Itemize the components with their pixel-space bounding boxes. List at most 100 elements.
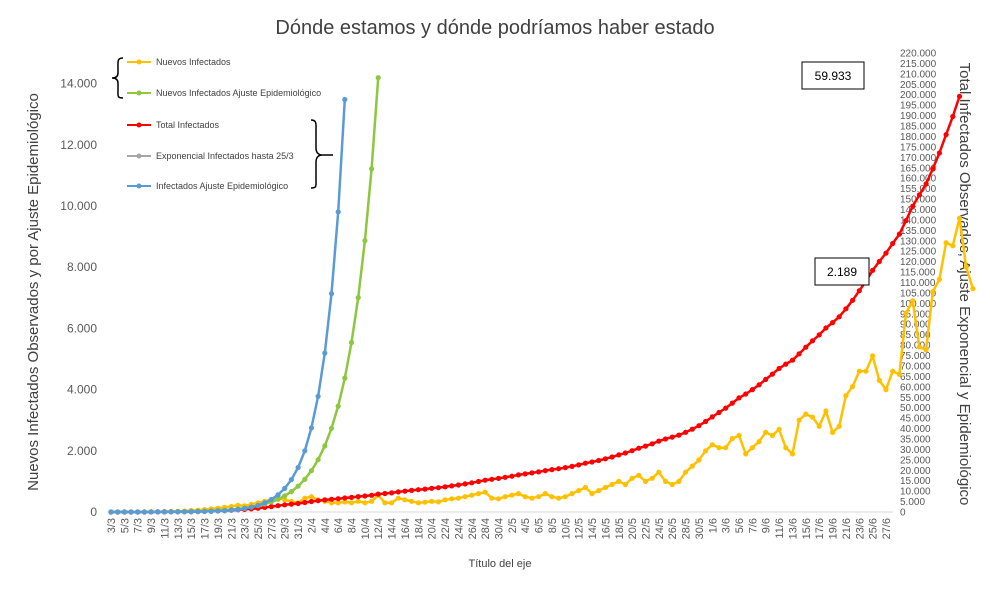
right-tick-label: 220.000 [900, 49, 937, 60]
data-point [255, 502, 261, 508]
data-point [669, 434, 675, 440]
data-point [542, 491, 548, 497]
data-point [916, 344, 923, 350]
x-tick-label: 15/3 [186, 518, 198, 539]
data-point [609, 481, 615, 488]
x-axis-label: Título del eje [469, 558, 532, 570]
x-tick-label: 5/6 [734, 518, 746, 533]
legend-label: Exponencial Infectados hasta 25/3 [156, 151, 294, 161]
data-point [856, 288, 862, 294]
data-point [930, 166, 936, 172]
x-tick-label: 7/6 [747, 518, 759, 533]
data-point [809, 414, 816, 420]
data-point [275, 492, 281, 498]
legend-swatch-marker [136, 59, 142, 65]
legend-item-exponencial[interactable]: Exponencial Infectados hasta 25/3 [127, 151, 294, 161]
legend-item-infectados-ajuste[interactable]: Infectados Ajuste Epidemiológico [127, 181, 288, 191]
right-tick-label: 30.000 [900, 445, 931, 456]
x-tick-label: 13/3 [173, 518, 185, 539]
data-point [783, 361, 789, 367]
x-tick-label: 28/4 [480, 518, 492, 539]
data-point [409, 487, 415, 493]
data-point [749, 387, 756, 393]
data-point [883, 387, 889, 393]
data-point [121, 509, 127, 515]
data-point [455, 495, 461, 501]
data-point [723, 405, 729, 411]
data-point [302, 495, 308, 501]
x-tick-label: 11/6 [774, 518, 786, 539]
x-tick-label: 1/6 [707, 518, 719, 533]
data-point [870, 267, 876, 273]
legend-item-nuevos-ajuste[interactable]: Nuevos Infectados Ajuste Epidemiológico [127, 88, 321, 98]
legend-swatch-marker [136, 183, 142, 189]
right-axis-ticks: 05.00010.00015.00020.00025.00030.00035.0… [900, 49, 937, 519]
data-point [930, 289, 936, 295]
x-tick-label: 12/4 [373, 518, 385, 539]
right-tick-label: 100.000 [900, 299, 937, 310]
data-point [282, 485, 288, 491]
right-tick-label: 185.000 [900, 122, 937, 133]
x-tick-label: 6/4 [333, 518, 345, 533]
data-point [308, 494, 314, 500]
left-tick-label: 4.000 [67, 383, 97, 397]
x-tick-label: 20/5 [627, 518, 639, 539]
series-layer [108, 75, 976, 515]
x-tick-label: 18/5 [614, 518, 626, 539]
right-tick-label: 85.000 [900, 330, 931, 341]
data-point [409, 498, 415, 504]
data-point [348, 339, 355, 346]
data-point [288, 501, 294, 507]
x-tick-label: 3/6 [721, 518, 733, 533]
data-point [749, 445, 756, 451]
annotation-text: 59.933 [815, 69, 852, 83]
data-point [369, 498, 375, 504]
data-point [369, 492, 375, 498]
x-tick-label: 27/6 [881, 518, 893, 539]
data-point [776, 426, 782, 432]
legend-item-total-infectados[interactable]: Total Infectados [127, 120, 220, 130]
data-point [950, 243, 956, 249]
x-tick-label: 14/4 [387, 518, 399, 539]
data-point [415, 487, 421, 493]
legend-item-nuevos-infectados[interactable]: Nuevos Infectados [127, 57, 231, 67]
x-tick-label: 3/3 [106, 518, 118, 533]
data-point [823, 325, 829, 331]
data-point [422, 486, 428, 492]
x-tick-label: 16/5 [600, 518, 612, 539]
data-point [148, 509, 154, 515]
data-point [589, 491, 595, 497]
data-point [502, 494, 508, 500]
data-point [522, 494, 528, 500]
data-point [736, 432, 742, 439]
legend: Nuevos Infectados Nuevos Infectados Ajus… [111, 57, 333, 191]
right-tick-label: 170.000 [900, 153, 937, 164]
right-tick-label: 5.000 [900, 497, 925, 508]
data-point [536, 494, 542, 500]
data-point [395, 489, 401, 495]
data-point [288, 477, 294, 483]
data-point [609, 454, 615, 460]
data-point [315, 457, 321, 463]
x-tick-label: 10/5 [560, 518, 572, 539]
data-point [769, 371, 776, 377]
x-tick-label: 8/4 [347, 518, 359, 533]
data-point [308, 498, 314, 505]
data-point [696, 457, 702, 463]
data-point [636, 472, 642, 478]
data-point [970, 286, 976, 292]
data-point [856, 368, 862, 374]
data-point [268, 504, 274, 510]
legend-label: Nuevos Infectados [156, 57, 231, 67]
data-point [128, 509, 134, 515]
right-tick-label: 40.000 [900, 424, 931, 435]
y-axis-label-left: Nuevos Infectados Observados y por Ajust… [25, 93, 42, 491]
data-point [375, 75, 381, 81]
data-point [629, 448, 635, 454]
data-point [469, 480, 475, 486]
data-point [923, 181, 929, 187]
right-tick-label: 190.000 [900, 111, 937, 122]
data-point [876, 258, 882, 265]
data-point [796, 351, 802, 357]
